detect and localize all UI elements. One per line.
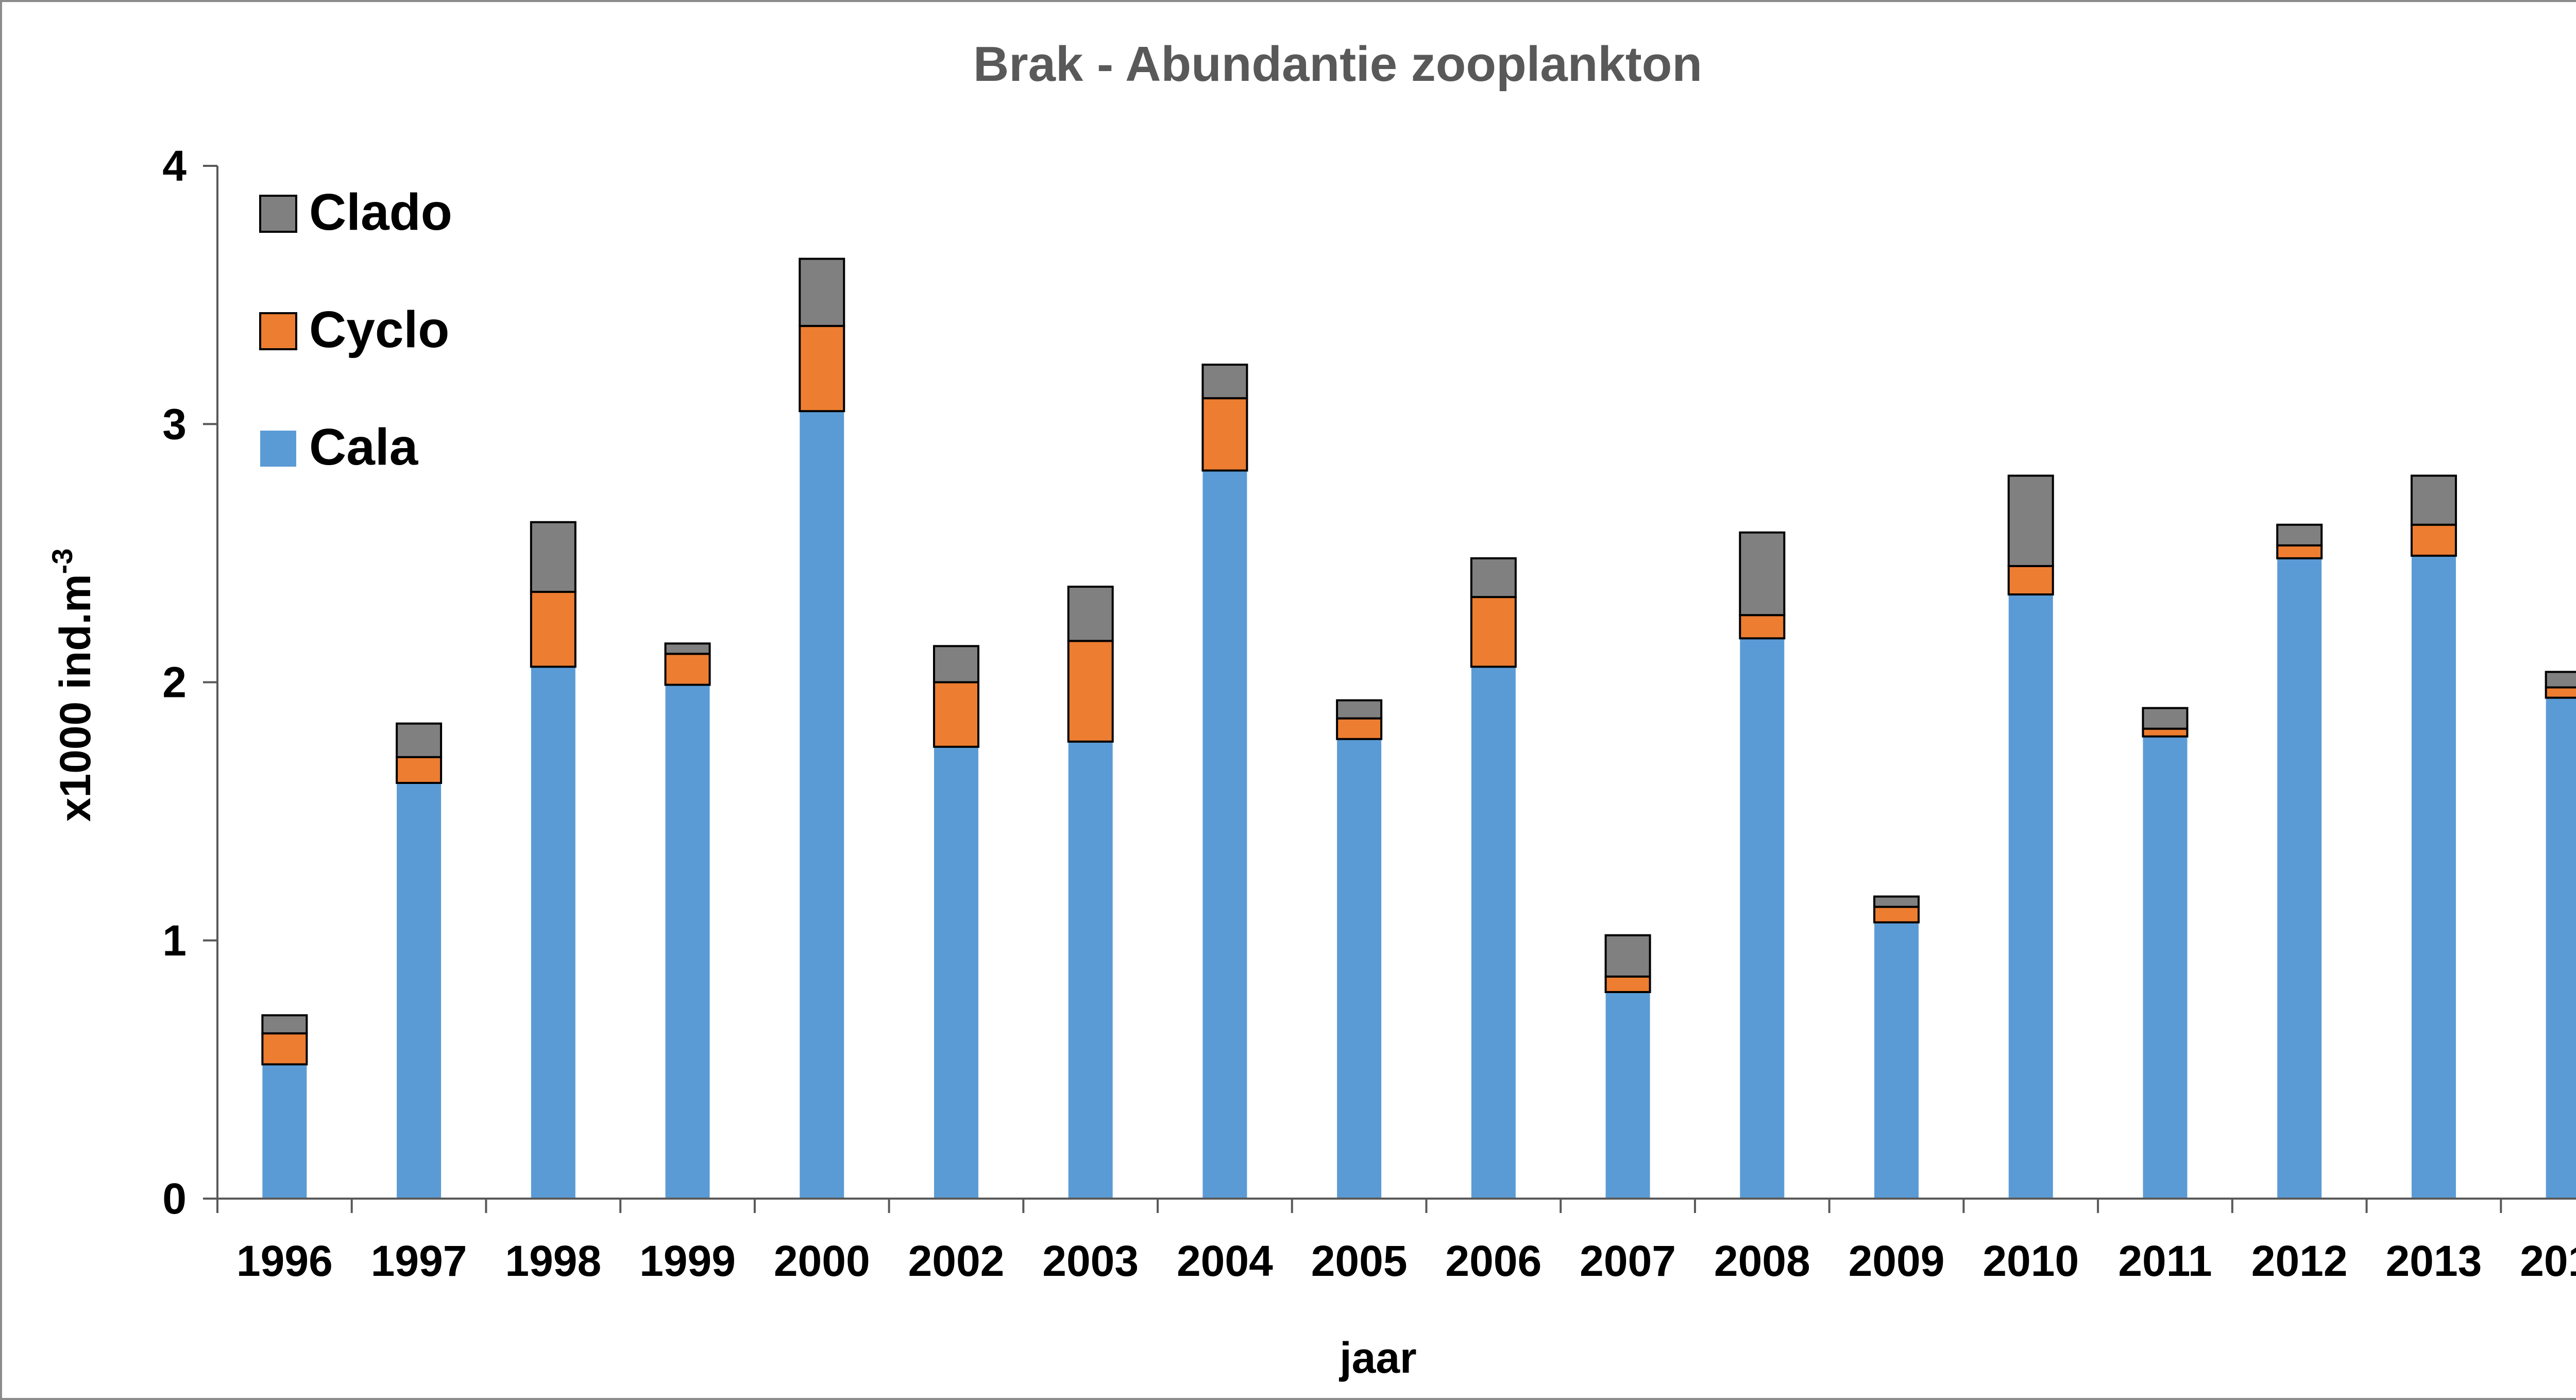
bar-cala-2008	[1740, 638, 1785, 1199]
bars-layer	[261, 258, 2576, 1199]
x-tick-label-2003: 2003	[1042, 1237, 1139, 1285]
x-tick-label-2008: 2008	[1714, 1237, 1810, 1285]
legend-label-cala: Cala	[309, 418, 419, 476]
bar-cyclo-2009	[1873, 906, 1920, 924]
bar-clado-2014	[2545, 671, 2576, 689]
bar-cyclo-2005	[1336, 717, 1383, 740]
x-tick-label-2005: 2005	[1311, 1237, 1408, 1285]
y-axis-title-text: x1000 ind.m	[51, 574, 99, 822]
x-tick-label-2014: 2014	[2520, 1237, 2576, 1285]
y-tick-label-1: 1	[162, 916, 187, 965]
bar-cyclo-1996	[261, 1032, 308, 1066]
bar-cyclo-2008	[1739, 614, 1786, 640]
x-tick-label-1998: 1998	[505, 1237, 601, 1285]
x-tick-label-2007: 2007	[1580, 1237, 1676, 1285]
bar-clado-2006	[1470, 557, 1517, 599]
x-tick-label-2010: 2010	[1982, 1237, 2079, 1285]
x-axis-title: jaar	[1338, 1334, 1416, 1382]
bar-cyclo-2002	[933, 681, 979, 748]
bar-cyclo-2011	[2142, 727, 2189, 738]
y-tick-label-0: 0	[162, 1174, 187, 1223]
bar-cyclo-1998	[530, 591, 577, 668]
bar-cala-1998	[531, 667, 575, 1199]
bar-clado-2011	[2142, 707, 2189, 730]
bar-clado-2012	[2276, 523, 2323, 547]
x-tick-label-2012: 2012	[2251, 1237, 2348, 1285]
bar-clado-1999	[664, 642, 711, 655]
bar-cala-2010	[2008, 594, 2053, 1199]
x-tick-label-1996: 1996	[236, 1237, 333, 1285]
bar-clado-2013	[2410, 474, 2457, 526]
bar-clado-1998	[530, 521, 577, 593]
bar-clado-2005	[1336, 699, 1383, 720]
y-tick-label-2: 2	[162, 658, 187, 707]
bar-cala-2012	[2277, 558, 2322, 1199]
chart-title: Brak - Abundantie zooplankton	[973, 37, 1703, 92]
bar-clado-2007	[1604, 934, 1651, 978]
bar-cala-2000	[800, 411, 844, 1199]
bar-cyclo-2010	[2007, 565, 2054, 596]
bar-cala-1996	[262, 1064, 307, 1199]
bar-cala-2004	[1202, 470, 1247, 1199]
legend-label-cyclo: Cyclo	[309, 301, 449, 358]
bar-cala-2011	[2143, 736, 2188, 1199]
y-tick-label-4: 4	[162, 142, 187, 190]
bar-clado-1997	[396, 722, 443, 758]
x-tick-label-2006: 2006	[1445, 1237, 1541, 1285]
legend-swatch-clado	[259, 195, 297, 233]
legend-swatch-cala	[260, 431, 296, 467]
y-tick-label-3: 3	[162, 400, 187, 448]
bar-cala-2007	[1605, 992, 1650, 1199]
bar-cyclo-2003	[1067, 640, 1114, 743]
bar-cala-2013	[2411, 555, 2456, 1199]
bar-clado-1996	[261, 1014, 308, 1035]
bar-cyclo-2013	[2410, 523, 2457, 557]
x-tick-label-2011: 2011	[2118, 1237, 2212, 1285]
bar-cyclo-1999	[664, 653, 711, 686]
legend-label-clado: Clado	[309, 183, 452, 241]
bar-clado-2002	[933, 645, 979, 684]
x-tick-label-2013: 2013	[2385, 1237, 2482, 1285]
bar-clado-2003	[1067, 586, 1114, 642]
bar-cyclo-2000	[799, 325, 845, 413]
bar-cyclo-2012	[2276, 544, 2323, 559]
x-tick-label-2002: 2002	[908, 1237, 1005, 1285]
bar-cyclo-2007	[1604, 975, 1651, 994]
legend: Clado Cyclo Cala	[259, 183, 452, 476]
bar-cala-1997	[397, 782, 442, 1199]
x-tick-label-2004: 2004	[1177, 1237, 1273, 1285]
bar-cala-2003	[1068, 741, 1113, 1199]
bar-clado-2009	[1873, 895, 1920, 908]
y-axis-title-superscript: -3	[46, 549, 78, 574]
bar-cala-2005	[1337, 739, 1382, 1199]
bar-cyclo-1997	[396, 756, 443, 784]
bar-cyclo-2004	[1201, 397, 1248, 472]
x-tick-label-2000: 2000	[774, 1237, 870, 1285]
bar-cala-2009	[1874, 922, 1919, 1199]
x-tick-label-2009: 2009	[1849, 1237, 1945, 1285]
bar-cala-2014	[2546, 697, 2576, 1199]
x-tick-label-1997: 1997	[371, 1237, 467, 1285]
y-axis-title: x1000 ind.m-3	[46, 549, 99, 822]
axes-layer: 1996 1997 1998 1999 2000 2002 2003 2004 2005 2006…	[162, 142, 2576, 1285]
bar-cala-2002	[934, 746, 978, 1199]
bar-clado-2010	[2007, 474, 2054, 567]
bar-clado-2008	[1739, 531, 1786, 617]
bar-clado-2004	[1201, 363, 1248, 400]
bar-cyclo-2006	[1470, 596, 1517, 668]
bar-cala-2006	[1471, 667, 1516, 1199]
bar-clado-2000	[799, 258, 845, 327]
bar-cyclo-2014	[2545, 686, 2576, 699]
x-tick-label-1999: 1999	[639, 1237, 736, 1285]
bar-cala-1999	[665, 685, 710, 1199]
legend-swatch-cyclo	[259, 312, 297, 350]
